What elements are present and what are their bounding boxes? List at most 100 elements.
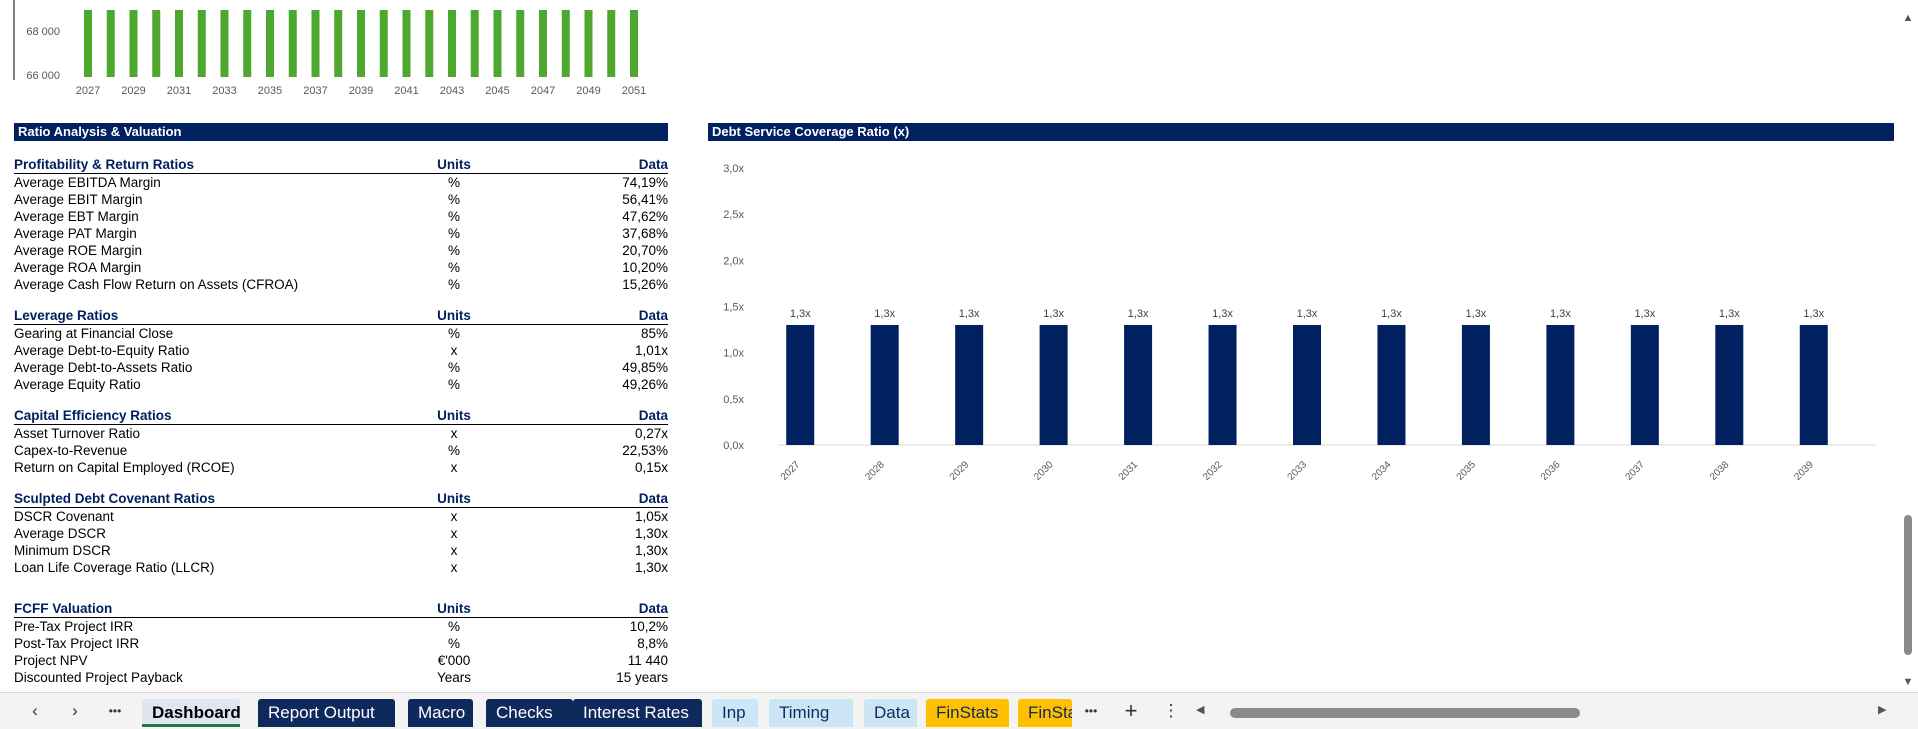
- sheet-tab-checks[interactable]: Checks: [486, 699, 573, 727]
- ratio-name: Pre-Tax Project IRR: [14, 619, 134, 634]
- top-chart-x-tick: 2051: [622, 85, 646, 97]
- ratio-value: 15,26%: [622, 277, 668, 292]
- top-chart-bar: [84, 10, 92, 77]
- sheet-tab-finstats[interactable]: FinStats: [926, 699, 1009, 727]
- dscr-bar: [1715, 324, 1744, 445]
- ratio-name: Average PAT Margin: [14, 226, 137, 241]
- group-title: Profitability & Return Ratios: [14, 157, 195, 172]
- dscr-x-tick-label: 2039: [1792, 459, 1816, 483]
- vertical-scroll-thumb[interactable]: [1904, 515, 1912, 655]
- ratio-row[interactable]: Discounted Project Payback Years 15 years: [14, 669, 668, 686]
- sheet-tab-inp[interactable]: Inp: [712, 699, 758, 727]
- ratio-row[interactable]: Average ROA Margin% 10,20%: [14, 259, 668, 276]
- units-column-header: Units: [437, 157, 471, 172]
- more-sheets-left-icon[interactable]: •••: [108, 704, 122, 718]
- dscr-bar: [1039, 324, 1068, 445]
- ratio-row[interactable]: Average Cash Flow Return on Assets (CFRO…: [14, 276, 668, 293]
- ratio-value: 49,85%: [622, 360, 668, 375]
- ratio-row[interactable]: Minimum DSCR x 1,30x: [14, 542, 668, 559]
- dscr-chart[interactable]: 0,0x 0,5x 1,0x 1,5x 2,0x 2,5x 3,0x 1,3x 2027 1,3x…: [708, 148, 1894, 488]
- vertical-scrollbar[interactable]: ▲ ▼: [1898, 10, 1918, 692]
- sheet-tab-bar: ‹ › ••• Dashboard Report Output Macro Check…: [0, 692, 1918, 729]
- scroll-down-icon[interactable]: ▼: [1902, 676, 1914, 688]
- add-sheet-icon[interactable]: +: [1124, 698, 1138, 723]
- scroll-left-icon[interactable]: ◀: [1196, 704, 1205, 716]
- ratio-row[interactable]: Post-Tax Project IRR% 8,8%: [14, 635, 668, 652]
- top-chart-x-tick: 2035: [258, 85, 282, 97]
- ratio-row[interactable]: Average DSCR x 1,30x: [14, 525, 668, 542]
- ratio-row[interactable]: Asset Turnover Ratio x 0,27x: [14, 425, 668, 442]
- ratio-row[interactable]: Average Debt-to-Equity Ratio x 1,01x: [14, 342, 668, 359]
- ratio-value: 1,30x: [634, 526, 668, 541]
- top-chart-y-tick: 68 000: [26, 26, 60, 38]
- top-chart-bar: [379, 10, 388, 77]
- ratio-row[interactable]: Capex-to-Revenue% 22,53%: [14, 442, 668, 459]
- ratio-row[interactable]: Average EBITDA Margin% 74,19%: [14, 174, 668, 191]
- horizontal-scrollbar[interactable]: ◀ ▶: [1196, 703, 1892, 719]
- dscr-bar: [1630, 324, 1659, 445]
- top-chart-bar: [334, 10, 343, 77]
- dscr-y-tick-label: 2,5x: [723, 209, 744, 221]
- ratio-name: Asset Turnover Ratio: [14, 426, 141, 441]
- ratio-group-header: Sculpted Debt Covenant Ratios Units Data: [14, 490, 668, 508]
- top-chart-bar: [266, 10, 274, 77]
- data-column-header: Data: [638, 157, 668, 172]
- dscr-y-tick-label: 1,0x: [723, 348, 744, 360]
- ratio-value: 8,8%: [637, 636, 668, 651]
- sheet-tab-interest-rates[interactable]: Interest Rates: [573, 699, 702, 727]
- dscr-data-label: 1,3x: [874, 308, 895, 320]
- ratio-name: Average EBITDA Margin: [14, 175, 161, 190]
- ratio-row[interactable]: Project NPV €'000 11 440: [14, 652, 668, 669]
- sheet-tab-dashboard[interactable]: Dashboard: [142, 699, 240, 727]
- dscr-x-tick-label: 2036: [1539, 459, 1563, 483]
- horizontal-scroll-thumb[interactable]: [1230, 708, 1580, 718]
- ratio-name: Average Debt-to-Assets Ratio: [14, 360, 193, 375]
- ratio-unit: %: [447, 619, 460, 634]
- ratio-value: 74,19%: [622, 175, 668, 190]
- ratio-section-header: Ratio Analysis & Valuation: [14, 123, 668, 141]
- horizontal-scroll-track[interactable]: [1216, 706, 1872, 718]
- ratio-row[interactable]: Average Debt-to-Assets Ratio% 49,85%: [14, 359, 668, 376]
- prev-sheet-icon[interactable]: ‹: [32, 701, 38, 720]
- ratio-row[interactable]: Pre-Tax Project IRR% 10,2%: [14, 618, 668, 635]
- sheet-tab-timing[interactable]: Timing: [769, 699, 853, 727]
- dscr-data-label: 1,3x: [1128, 308, 1149, 320]
- dscr-bar: [1208, 324, 1237, 445]
- sheet-tab-macro[interactable]: Macro: [408, 699, 473, 727]
- ratio-row[interactable]: Average Equity Ratio% 49,26%: [14, 376, 668, 393]
- top-chart-bar: [197, 10, 206, 77]
- dscr-bar: [1124, 324, 1153, 445]
- dscr-x-tick-label: 2038: [1708, 459, 1732, 483]
- ratio-row[interactable]: Gearing at Financial Close% 85%: [14, 325, 668, 342]
- dscr-data-label: 1,3x: [1719, 308, 1740, 320]
- next-sheet-icon[interactable]: ›: [72, 701, 78, 720]
- ratio-row[interactable]: Average EBIT Margin% 56,41%: [14, 191, 668, 208]
- sheet-menu-icon[interactable]: ⋮: [1162, 701, 1180, 720]
- dscr-y-tick-label: 0,5x: [723, 394, 744, 406]
- sheet-tab-data[interactable]: Data: [864, 699, 917, 727]
- scroll-right-icon[interactable]: ▶: [1878, 704, 1887, 716]
- ratio-row[interactable]: Return on Capital Employed (RCOE) x 0,15x: [14, 459, 668, 476]
- revenue-chart-fragment: 68 000 66 000 2027 2029 2031 2033 2035 2037 2039…: [0, 0, 680, 100]
- dscr-data-label: 1,3x: [1550, 308, 1571, 320]
- top-chart-x-tick: 2037: [303, 85, 327, 97]
- ratio-unit: x: [450, 526, 458, 541]
- dscr-bar: [1546, 324, 1575, 445]
- ratio-name: Average ROE Margin: [14, 243, 143, 258]
- dscr-data-label: 1,3x: [959, 308, 980, 320]
- dscr-y-tick-label: 1,5x: [723, 302, 744, 314]
- ratio-value: 1,30x: [634, 560, 668, 575]
- dscr-chart-svg: 0,0x 0,5x 1,0x 1,5x 2,0x 2,5x 3,0x 1,3x 2027 1,3x…: [723, 163, 1876, 483]
- sheet-tab-finsta[interactable]: FinSta: [1018, 699, 1072, 727]
- sheet-tab-report-output[interactable]: Report Output: [258, 699, 395, 727]
- ratio-row[interactable]: Loan Life Coverage Ratio (LLCR) x 1,30x: [14, 559, 668, 576]
- top-chart-bar: [516, 10, 525, 77]
- top-chart-bar: [402, 10, 411, 77]
- ratio-unit: %: [447, 636, 460, 651]
- ratio-row[interactable]: Average ROE Margin% 20,70%: [14, 242, 668, 259]
- ratio-row[interactable]: DSCR Covenant x 1,05x: [14, 508, 668, 525]
- ratio-row[interactable]: Average EBT Margin% 47,62%: [14, 208, 668, 225]
- scroll-up-icon[interactable]: ▲: [1902, 12, 1914, 24]
- more-sheets-right-icon[interactable]: •••: [1084, 704, 1098, 718]
- ratio-row[interactable]: Average PAT Margin% 37,68%: [14, 225, 668, 242]
